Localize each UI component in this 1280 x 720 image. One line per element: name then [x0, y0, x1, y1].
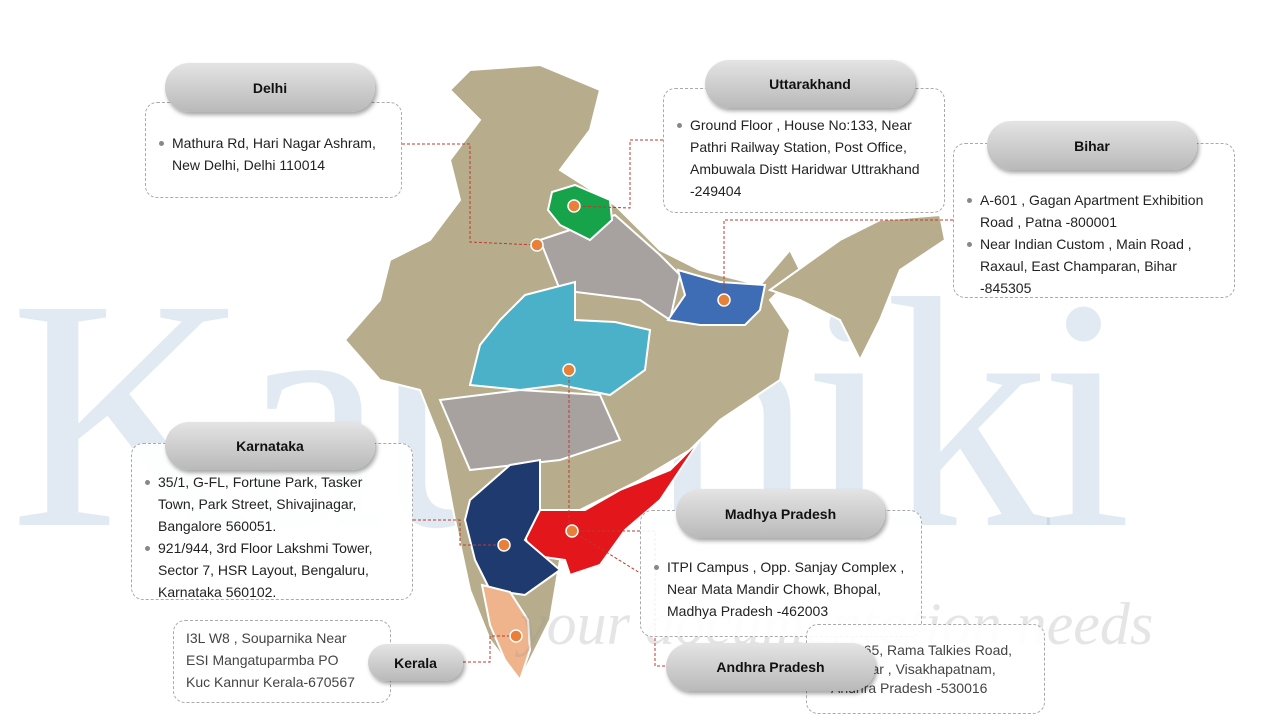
bihar-region	[666, 268, 767, 326]
office-dot	[565, 524, 579, 538]
connector	[571, 530, 641, 574]
address: 921/944, 3rd Floor Lakshmi Tower, Sector…	[145, 537, 400, 603]
office-dot	[717, 293, 731, 307]
uttarakhand-region	[546, 183, 614, 242]
madhya-pradesh-region	[468, 280, 652, 397]
address: I3L W8 , Souparnika Near ESI Mangatuparm…	[186, 630, 355, 690]
office-label: Delhi	[165, 63, 375, 112]
office-dots	[497, 199, 731, 643]
office-label: Uttarakhand	[705, 60, 915, 108]
address: Mathura Rd, Hari Nagar Ashram, New Delhi…	[159, 132, 391, 176]
address: A-601 , Gagan Apartment Exhibition Road …	[967, 189, 1222, 233]
address-list: Mathura Rd, Hari Nagar Ashram, New Delhi…	[146, 132, 391, 176]
address-box: Ground Floor , House No:133, Near Pathri…	[663, 88, 945, 213]
office-label: Madhya Pradesh	[676, 489, 885, 538]
northeast-region	[767, 213, 947, 363]
office-dot	[509, 629, 523, 643]
office-dot	[530, 238, 544, 252]
office-dot	[567, 199, 581, 213]
address: 35/1, G-FL, Fortune Park, Tasker Town, P…	[145, 471, 400, 537]
office-label: Karnataka	[165, 422, 375, 470]
connector	[723, 219, 953, 300]
address: Near Indian Custom , Main Road , Raxaul,…	[967, 233, 1222, 299]
address: Ground Floor , House No:133, Near Pathri…	[677, 114, 932, 202]
office-dot	[497, 538, 511, 552]
address-list: ITPI Campus , Opp. Sanjay Complex , Near…	[641, 556, 909, 622]
connector	[573, 139, 663, 209]
address-list: A-601 , Gagan Apartment Exhibition Road …	[954, 189, 1222, 299]
address: 48-7-65, Rama Talkies Road, Srinagar , V…	[831, 642, 1013, 696]
address-box: Mathura Rd, Hari Nagar Ashram, New Delhi…	[145, 102, 402, 198]
address-box: I3L W8 , Souparnika Near ESI Mangatuparm…	[173, 620, 391, 703]
address: ITPI Campus , Opp. Sanjay Complex , Near…	[654, 556, 909, 622]
office-label: Bihar	[987, 121, 1197, 170]
office-dot	[562, 363, 576, 377]
address-list: 35/1, G-FL, Fortune Park, Tasker Town, P…	[132, 471, 400, 603]
office-label: Kerala	[368, 644, 463, 681]
connector	[402, 143, 538, 246]
karnataka-region	[463, 458, 562, 597]
address-box: 48-7-65, Rama Talkies Road, Srinagar , V…	[806, 624, 1045, 714]
kerala-region	[480, 583, 532, 683]
address-list: Ground Floor , House No:133, Near Pathri…	[664, 114, 932, 202]
office-label: Andhra Pradesh	[666, 643, 875, 691]
